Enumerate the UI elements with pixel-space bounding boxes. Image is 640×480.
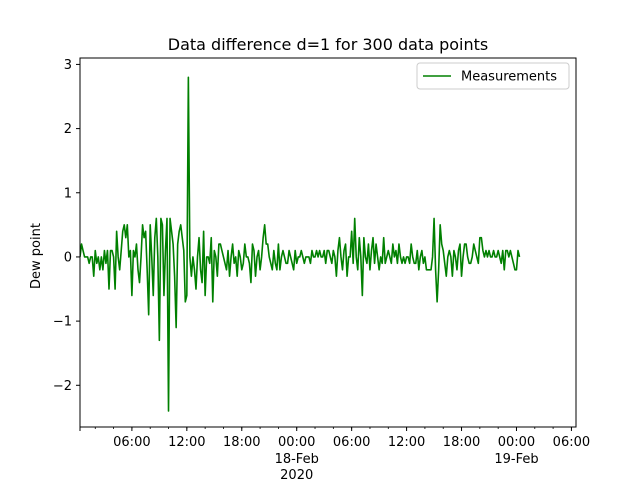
x-axis: 06:00 12:00 18:00 00:00 18-Feb 2020 06:00 12:00… [79,427,590,480]
y-axis: 3 2 1 0 −1 −2 [53,58,80,394]
x-tick-label: 12:00 [388,435,425,450]
chart-title: Data difference d=1 for 300 data points [168,35,489,54]
x-tick-label: 06:00 [553,435,590,450]
legend: Measurements [416,62,570,90]
legend-label: Measurements [461,70,557,85]
x-tick-date-label: 19-Feb [494,452,538,467]
y-tick-label: 2 [64,122,72,137]
series-layer [80,76,521,412]
x-tick-label: 06:00 [113,435,150,450]
y-tick-label: 3 [64,58,72,73]
y-tick-label: 1 [64,186,72,201]
y-axis-label: Dew point [29,223,44,289]
y-tick-label: −2 [53,379,72,394]
y-tick-label: −1 [53,315,72,330]
y-tick-label: 0 [64,250,72,265]
legend-box [416,62,570,90]
x-tick-label: 18:00 [223,435,260,450]
x-tick-label: 06:00 [333,435,370,450]
x-tick-label: 00:00 [498,435,535,450]
x-tick-label: 12:00 [168,435,205,450]
series-line-0 [80,76,521,412]
x-tick-date-label: 18-Feb 2020 [275,452,319,480]
plot-frame [79,57,577,428]
x-tick-label: 00:00 [278,435,315,450]
x-tick-label: 18:00 [443,435,480,450]
